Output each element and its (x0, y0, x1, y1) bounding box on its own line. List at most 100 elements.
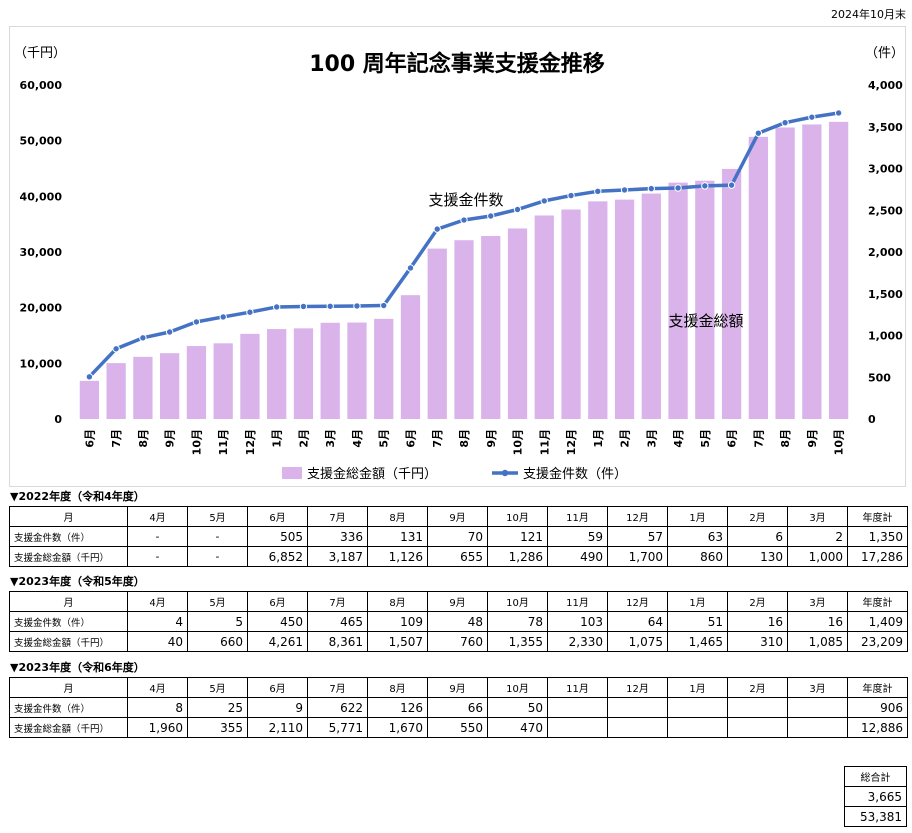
grand-total-count: 3,665 (844, 786, 907, 807)
category-label: 2月 (297, 429, 310, 448)
left-tick-label: 40,000 (20, 190, 63, 203)
row-amount: 支援金総金額（千円） 40 660 4,261 8,361 1,507 760 1,355 2,… (9, 631, 908, 652)
bar (614, 199, 635, 419)
category-label: 1月 (592, 429, 605, 448)
category-label: 8月 (137, 429, 150, 448)
value-cell (727, 697, 788, 718)
value-cell: 16 (727, 611, 788, 632)
value-cell (547, 697, 608, 718)
value-cell: 16 (787, 611, 848, 632)
value-cell: 121 (487, 526, 548, 547)
row-label: 支援金件数（件） (9, 611, 128, 632)
row-amount: 支援金総金額（千円） - -6,852 3,187 1,126 655 1,286 490 1,… (9, 546, 908, 567)
bar (802, 124, 822, 419)
header-month-cell: 11月 (547, 506, 608, 527)
value-cell: 4,261 (247, 631, 308, 652)
bar (828, 121, 849, 419)
grand-total-amount: 53,381 (844, 806, 907, 827)
row-label: 支援金総金額（千円） (9, 717, 128, 738)
bar (748, 136, 768, 419)
value-cell: 6 (727, 526, 788, 547)
header-month-cell: 年度計 (847, 677, 908, 698)
header-month-cell: 12月 (607, 591, 668, 612)
count-point (380, 301, 388, 310)
value-cell (787, 697, 848, 718)
header-month-cell: 年度計 (847, 591, 908, 612)
header-month-cell: 年度計 (847, 506, 908, 527)
category-label: 6月 (726, 429, 739, 448)
header-month-cell: 12月 (607, 506, 668, 527)
value-cell: 109 (367, 611, 428, 632)
right-tick-label: 2,000 (868, 246, 903, 259)
header-month-cell: 11月 (547, 591, 608, 612)
header-month-cell: 10月 (487, 677, 548, 698)
value-cell: 2,110 (247, 717, 308, 738)
table-title-2023: ▼2023年度（令和5年度） (10, 575, 145, 588)
left-tick-label: 10,000 (20, 357, 63, 370)
bar (293, 328, 314, 419)
value-cell (547, 717, 608, 738)
header-month-cell: 11月 (547, 677, 608, 698)
category-label: 11月 (217, 429, 230, 455)
header-month-cell: 2月 (727, 506, 788, 527)
category-label: 10月 (512, 429, 525, 455)
category-label: 8月 (458, 429, 471, 448)
header-month-cell: 6月 (247, 506, 308, 527)
header-month-cell: 1月 (667, 677, 728, 698)
header-month-cell: 9月 (427, 506, 488, 527)
count-point (754, 129, 763, 137)
bar-annotation: 支援金総額 (668, 312, 743, 330)
bar (347, 322, 367, 419)
header-month-cell: 5月 (187, 591, 248, 612)
value-cell (727, 717, 788, 738)
count-point (594, 187, 602, 195)
value-cell: 1,507 (367, 631, 428, 652)
value-cell: 9 (247, 697, 308, 718)
header-month-cell: 9月 (427, 677, 488, 698)
count-point (487, 212, 495, 220)
combo-chart: 100 周年記念事業支援金推移 （千円） （件） 0 10,000 20,000 30,00… (14, 46, 904, 482)
category-label: 4月 (351, 429, 364, 448)
table-fy2022: 月 4月 5月 6月 7月 8月 9月 10月 11月 12月 1月 2月 3月 年度計 支援金件数（件） -… (9, 506, 908, 567)
category-label: 1月 (271, 429, 284, 448)
value-cell: 78 (487, 611, 548, 632)
count-point (165, 328, 174, 336)
bar (588, 201, 608, 419)
count-point (299, 302, 308, 311)
count-point (353, 302, 361, 310)
value-cell: 4 (127, 611, 188, 632)
value-cell: 6,852 (247, 546, 308, 567)
value-cell: 1,670 (367, 717, 428, 738)
value-cell: 12,886 (847, 717, 908, 738)
grand-total-header: 総合計 (844, 766, 907, 787)
header-month-cell: 2月 (727, 591, 788, 612)
right-tick-label: 0 (868, 413, 876, 426)
table-header-row: 月 4月 5月 6月 7月 8月 9月 10月 11月 12月 1月 2月 3月 年度計 (9, 677, 908, 698)
value-cell (667, 717, 728, 738)
category-label: 9月 (485, 429, 498, 448)
value-cell: - (127, 546, 188, 567)
value-cell: 655 (427, 546, 488, 567)
value-cell: 130 (727, 546, 788, 567)
bar (400, 295, 421, 419)
bar (561, 209, 581, 419)
header-month-cell: 8月 (367, 677, 428, 698)
category-label: 9月 (806, 429, 819, 448)
count-point (460, 216, 468, 224)
count-point (781, 118, 789, 127)
header-month-cell: 7月 (307, 591, 368, 612)
category-label: 3月 (645, 429, 658, 448)
value-cell: 1,075 (607, 631, 668, 652)
count-point (406, 264, 415, 272)
value-cell (787, 717, 848, 738)
legend-line-marker (501, 469, 509, 477)
bar (186, 346, 207, 419)
count-point (674, 184, 682, 192)
right-tick-label: 1,000 (868, 330, 903, 343)
value-cell: 2,330 (547, 631, 608, 652)
left-axis-unit: （千円） (14, 46, 66, 61)
count-point (701, 182, 709, 190)
category-label: 6月 (404, 429, 417, 448)
count-point (513, 205, 522, 214)
category-label: 7月 (110, 429, 123, 448)
